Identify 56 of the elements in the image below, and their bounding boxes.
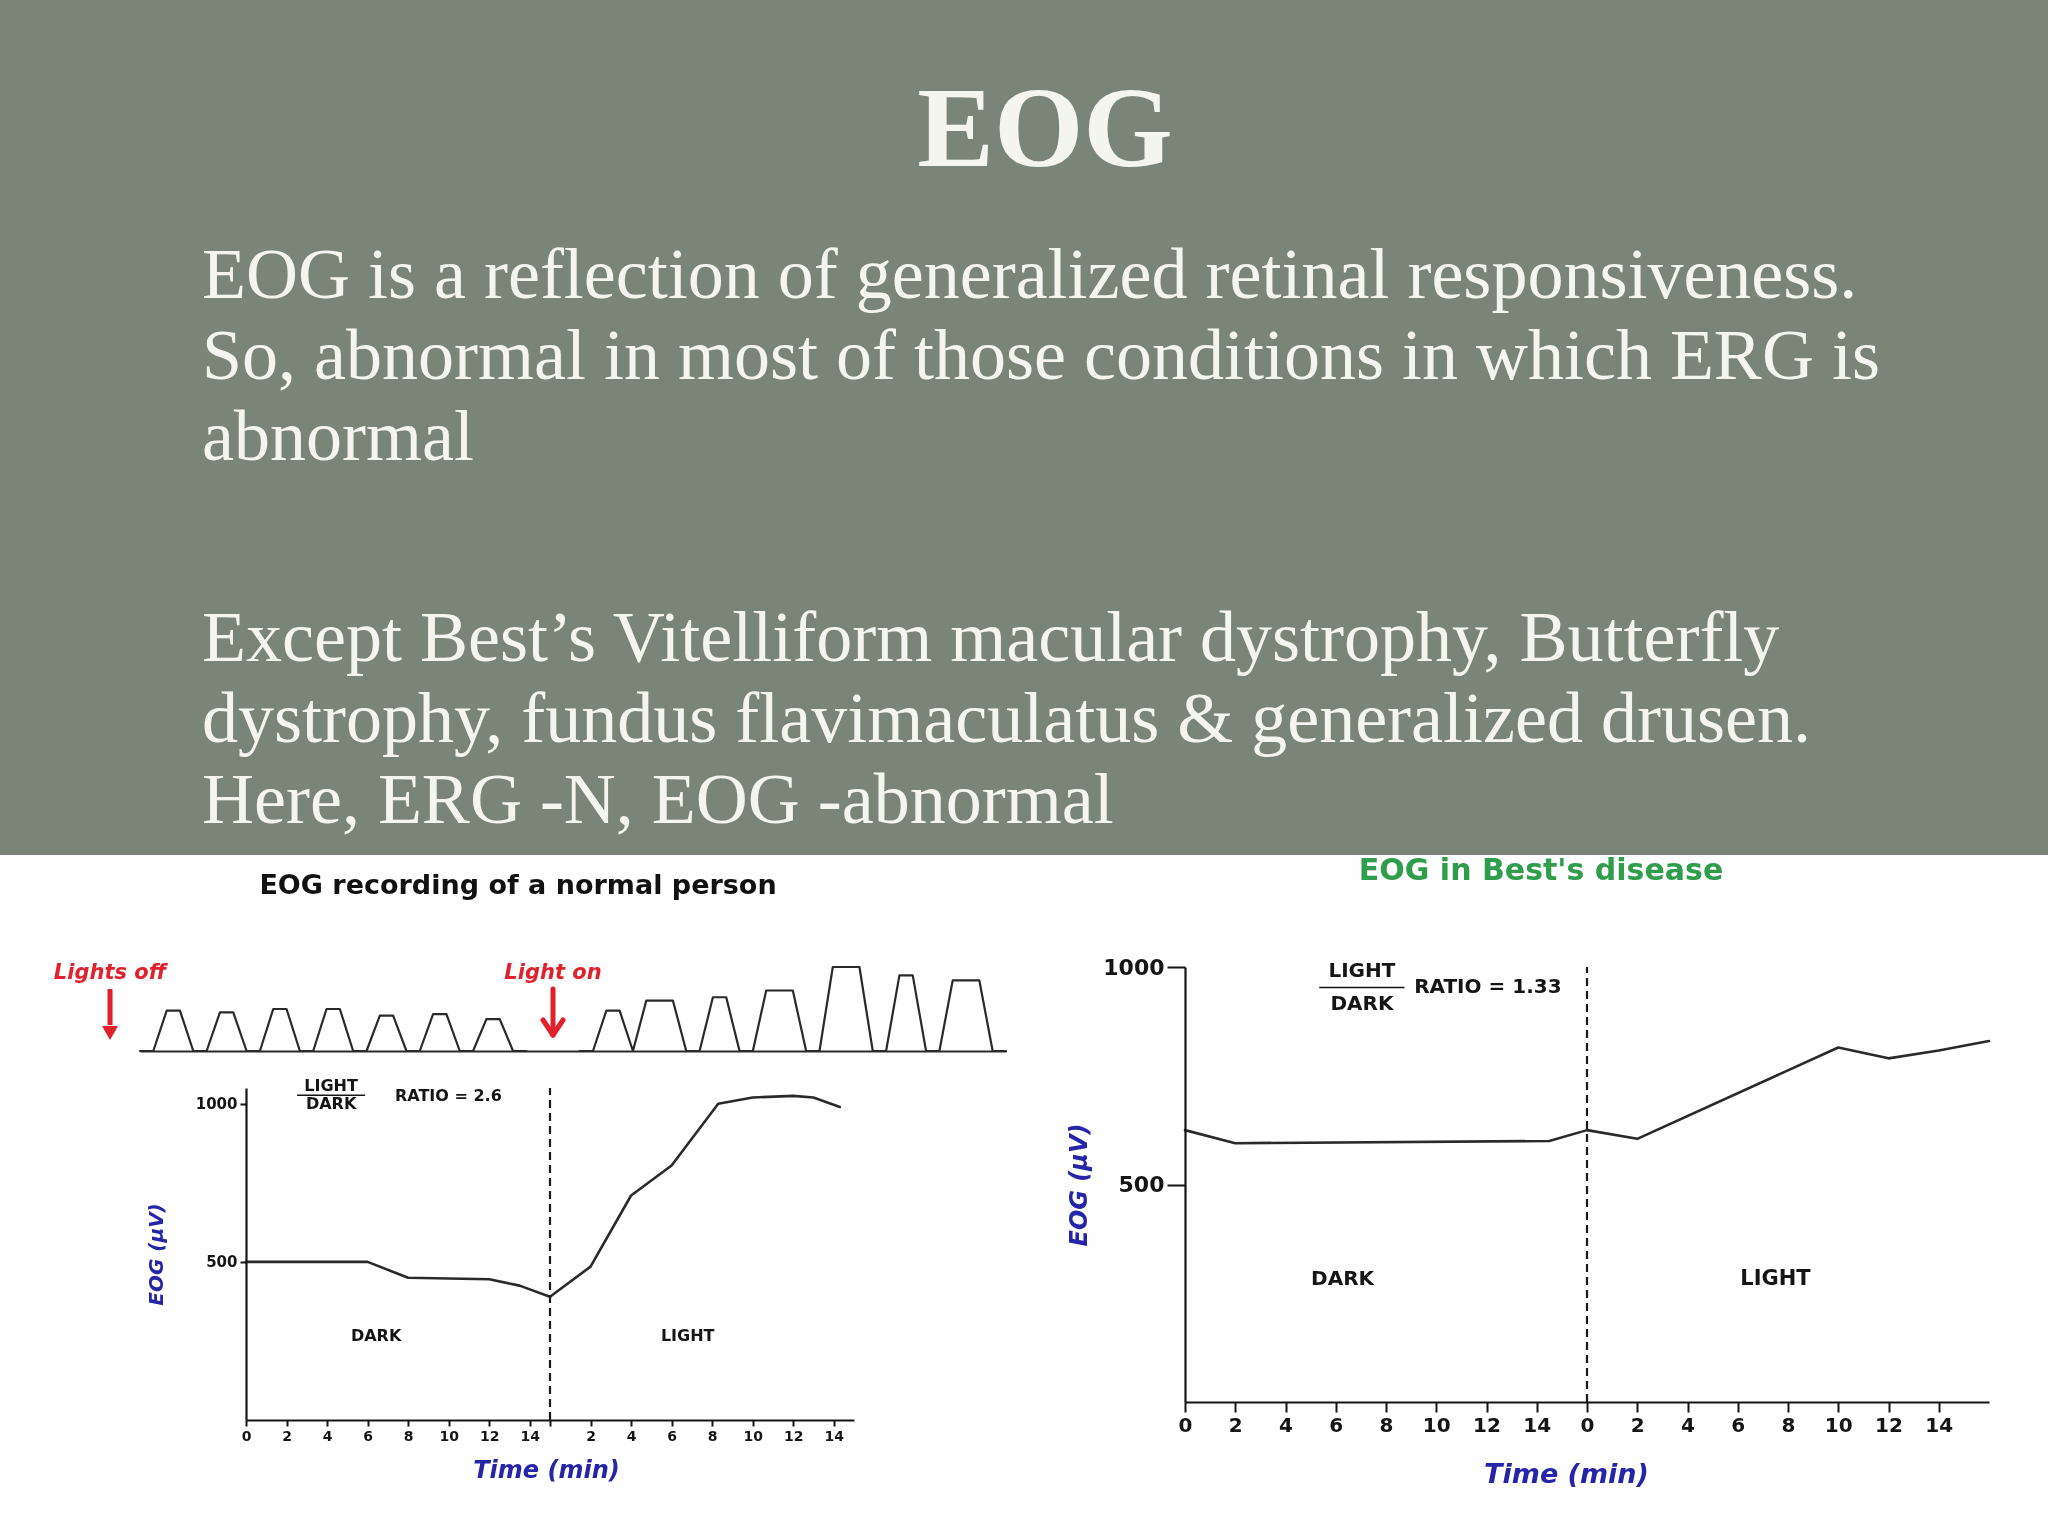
text: EOG [917,64,1173,191]
y-tick-label: 500 [1118,1172,1165,1197]
annotation: LIGHT [304,1076,358,1096]
x-tick-label: 12 [783,1427,804,1444]
annotation: Lights off [53,960,169,984]
x-tick-label: 12 [479,1427,500,1444]
x-tick-label: 8 [1379,1412,1394,1437]
x-tick-label: 14 [520,1427,541,1444]
x-tick-label: 6 [363,1427,373,1444]
x-tick-label: 2 [1630,1412,1645,1437]
x-tick-label: 10 [439,1427,460,1444]
x-tick-label: 8 [1781,1412,1796,1437]
x-tick-label: 0 [1580,1412,1595,1437]
annotation: DARK [350,1326,402,1345]
x-tick-label: 6 [667,1427,677,1444]
annotation: DARK [305,1093,357,1113]
chart-title: EOG recording of a normal person [259,869,777,900]
chart-title: EOG in Best's disease [1358,851,1724,887]
x-tick-label: 8 [403,1427,414,1444]
x-tick-label: 10 [1824,1412,1853,1437]
x-tick-label: 2 [282,1427,292,1444]
x-tick-label: 14 [1523,1412,1552,1437]
annotation: LIGHT [1328,958,1396,983]
y-tick-label: 1000 [1103,954,1165,980]
annotation: Light on [504,960,602,984]
x-tick-label: 2 [1228,1412,1243,1437]
y-tick-label: 500 [206,1253,238,1272]
annotation: DARK [1311,1265,1376,1290]
annotation: RATIO = 2.6 [394,1086,502,1106]
x-tick-label: 6 [1329,1412,1344,1437]
annotation: LIGHT [1740,1265,1812,1290]
x-axis-title: Time (min) [1484,1457,1649,1489]
text: EOG is a reflection of generalized retinal responsiveness. So, abnormal in most of those conditions in which ERG is abnormal [202,234,1880,476]
annotation: RATIO = 1.33 [1414,974,1562,999]
annotation: LIGHT [660,1326,715,1345]
x-tick-label: 8 [707,1427,718,1444]
x-tick-label: 14 [824,1427,845,1444]
x-tick-label: 4 [1279,1412,1293,1437]
x-tick-label: 0 [1178,1412,1193,1437]
x-tick-label: 4 [626,1427,637,1444]
y-tick-label: 1000 [195,1095,238,1114]
x-tick-label: 2 [586,1427,596,1444]
y-axis-title: EOG (μV) [143,1203,168,1306]
x-axis-title: Time (min) [473,1455,620,1484]
x-tick-label: 12 [1473,1412,1501,1437]
x-tick-label: 10 [1422,1412,1451,1437]
x-tick-label: 4 [1681,1412,1695,1437]
x-tick-label: 4 [322,1427,333,1444]
x-tick-label: 6 [1731,1412,1746,1437]
x-tick-label: 0 [241,1427,252,1444]
text: Except Best’s Vitelliform macular dystrophy, Butterfly dystrophy, fundus flavimaculatus & generalized drusen. Here, ERG -N, EOG -abnormal [202,597,1811,839]
x-tick-label: 12 [1875,1412,1903,1437]
annotation: DARK [1330,991,1395,1016]
y-axis-title: EOG (μV) [1065,1123,1094,1247]
x-tick-label: 14 [1925,1412,1954,1437]
x-tick-label: 10 [743,1427,764,1444]
